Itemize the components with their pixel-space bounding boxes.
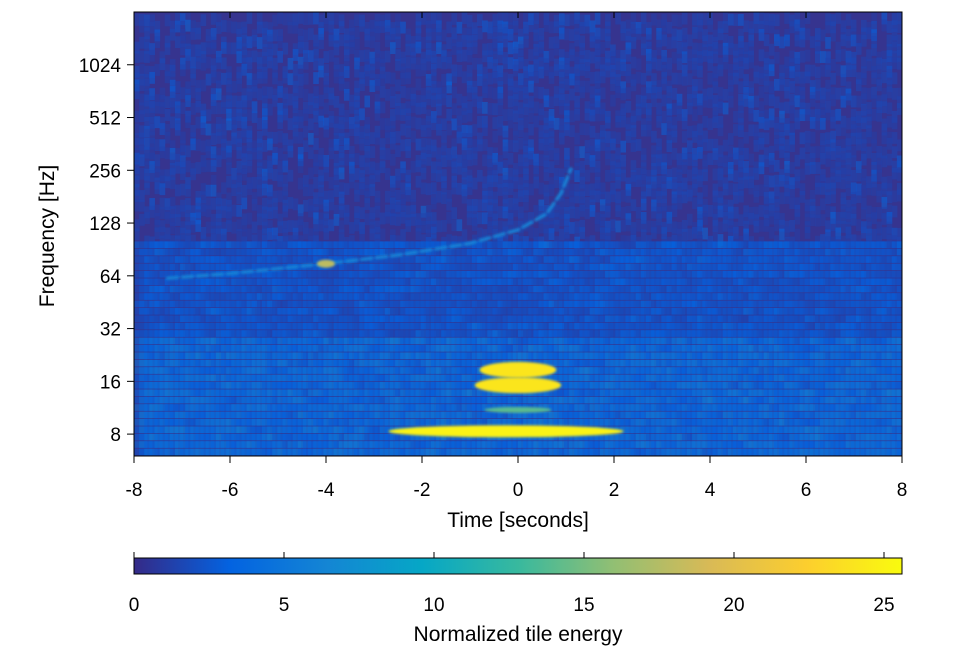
colorbar-tick-label: 15 xyxy=(573,595,594,616)
x-tick-label: 4 xyxy=(705,480,716,501)
blob-11hz xyxy=(484,406,552,413)
colorbar-axis: 0 5 10 15 20 25 xyxy=(129,552,895,616)
x-axis: -8 -6 -4 -2 0 2 4 6 8 xyxy=(126,12,908,501)
chirp-track xyxy=(165,167,573,280)
colorbar-tick-label: 10 xyxy=(423,595,444,616)
x-axis-label: Time [seconds] xyxy=(447,509,589,532)
y-axis-label: Frequency [Hz] xyxy=(36,165,59,307)
blob-19hz xyxy=(479,361,557,378)
y-tick-label: 1024 xyxy=(79,56,122,77)
x-tick-label: 8 xyxy=(897,480,908,501)
x-tick-label: -4 xyxy=(318,480,335,501)
y-tick-label: 512 xyxy=(89,109,121,130)
x-tick-label: -6 xyxy=(222,480,239,501)
blob-low xyxy=(388,425,624,438)
x-tick-label: -2 xyxy=(414,480,431,501)
blob-16hz xyxy=(474,377,562,394)
feature-layer xyxy=(165,167,624,438)
colorbar-tick-label: 5 xyxy=(279,595,290,616)
x-tick-label: 6 xyxy=(801,480,812,501)
colorbar-tick-label: 20 xyxy=(723,595,744,616)
x-tick-label: -8 xyxy=(126,480,143,501)
y-tick-label: 32 xyxy=(100,320,121,341)
x-tick-label: 2 xyxy=(609,480,620,501)
colorbar xyxy=(133,557,903,575)
noise-texture xyxy=(134,12,902,456)
y-tick-label: 8 xyxy=(110,425,121,446)
heatmap-layer xyxy=(134,12,902,456)
colorbar-label: Normalized tile energy xyxy=(414,623,623,646)
y-tick-label: 16 xyxy=(100,372,121,393)
chirp-peak xyxy=(317,259,335,268)
y-tick-label: 128 xyxy=(89,214,121,235)
x-tick-label: 0 xyxy=(513,480,524,501)
y-axis: 8 16 32 64 128 256 512 1024 xyxy=(79,56,134,446)
colorbar-tick-label: 25 xyxy=(873,595,894,616)
y-tick-label: 64 xyxy=(100,267,122,288)
y-tick-label: 256 xyxy=(89,161,121,182)
colorbar-tick-label: 0 xyxy=(129,595,140,616)
